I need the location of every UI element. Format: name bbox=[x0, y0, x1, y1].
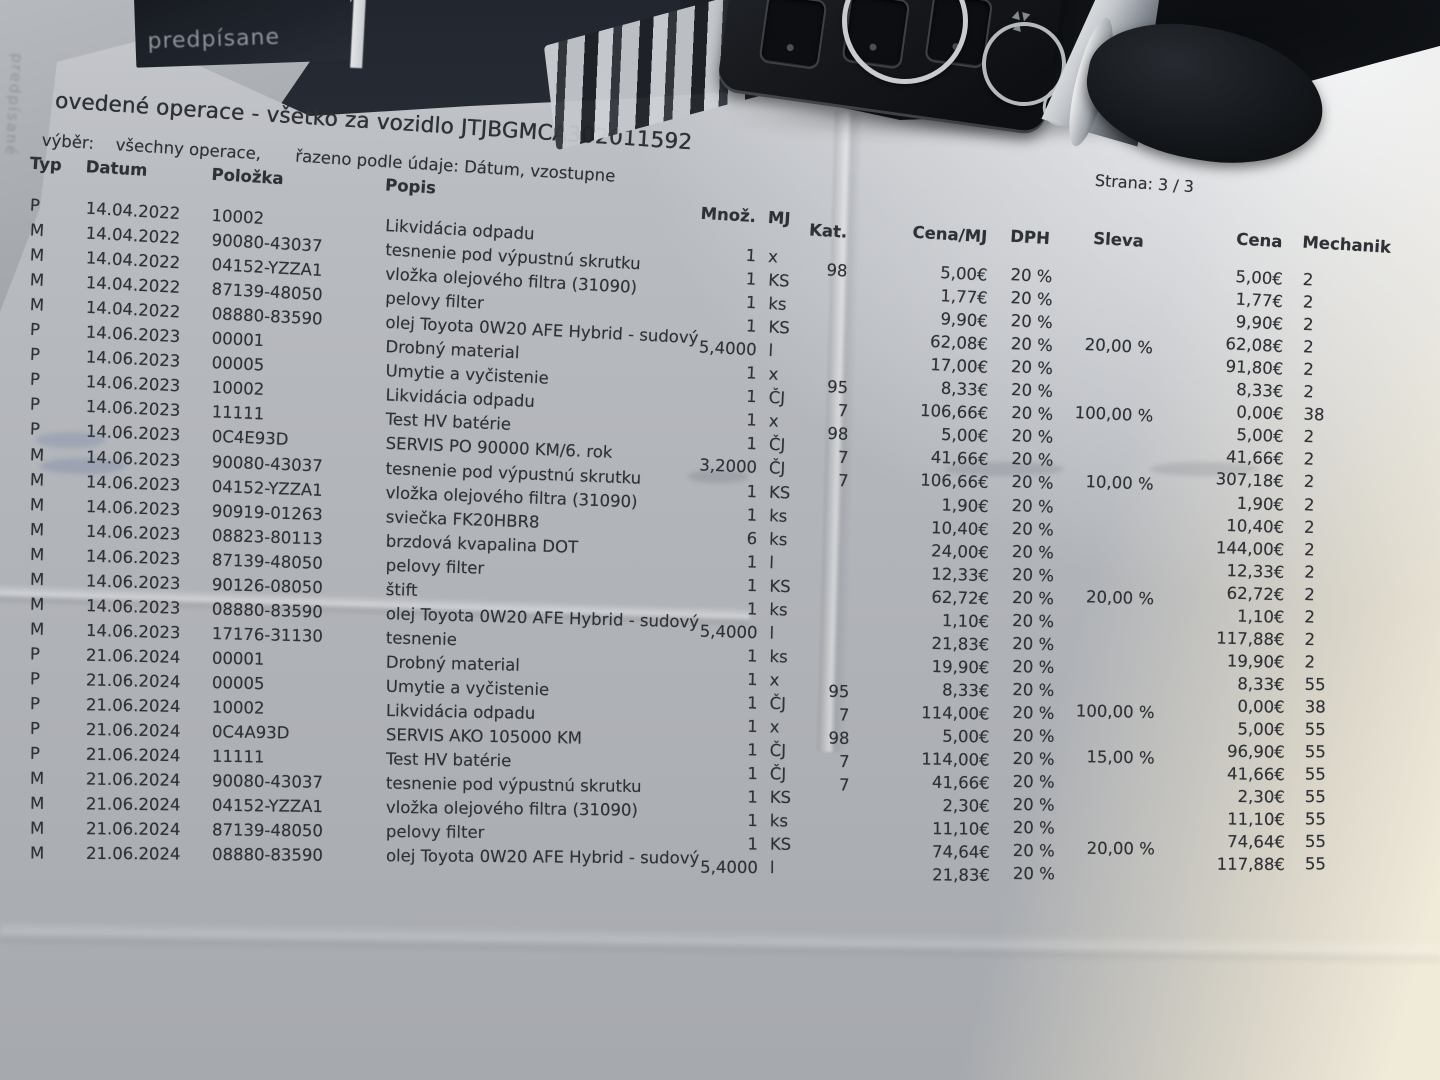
cell-typ: P bbox=[29, 195, 41, 216]
cell-polozka: 17176-31130 bbox=[211, 623, 324, 646]
cell-typ: M bbox=[29, 818, 45, 838]
cell-typ: M bbox=[29, 519, 45, 540]
ink-smudge bbox=[688, 470, 748, 483]
cell-typ: M bbox=[29, 220, 45, 241]
ink-smudge bbox=[40, 458, 126, 474]
cell-typ: P bbox=[29, 644, 41, 664]
cell-datum: 14.06.2023 bbox=[85, 571, 181, 593]
cell-polozka: 04152-YZZA1 bbox=[211, 795, 324, 817]
cell-mnoz: 5,4000 bbox=[700, 857, 758, 878]
cell-sleva bbox=[1035, 859, 1155, 884]
ink-smudge bbox=[944, 462, 1064, 476]
cell-mechanik: 55 bbox=[1304, 854, 1327, 874]
cell-datum: 21.06.2024 bbox=[85, 695, 181, 717]
ink-smudge bbox=[36, 432, 106, 448]
cell-typ: M bbox=[29, 619, 45, 639]
col-header-dph: DPH bbox=[1009, 226, 1051, 249]
cell-datum: 21.06.2024 bbox=[85, 769, 181, 790]
cell-datum: 14.06.2023 bbox=[85, 496, 181, 519]
col-header-sleva: Sleva bbox=[1092, 228, 1145, 251]
cell-datum: 21.06.2024 bbox=[85, 819, 181, 840]
cell-polozka: 00005 bbox=[211, 673, 265, 694]
cell-typ: M bbox=[29, 245, 45, 266]
cell-polozka: 00001 bbox=[211, 648, 265, 669]
cell-datum: 14.06.2023 bbox=[85, 422, 181, 445]
cell-kat bbox=[780, 867, 850, 892]
cell-typ: M bbox=[29, 270, 45, 290]
cell-datum: 14.06.2023 bbox=[85, 595, 181, 618]
cell-typ: P bbox=[29, 370, 41, 390]
cell-typ: M bbox=[29, 768, 45, 789]
cell-typ: M bbox=[29, 569, 45, 589]
cell-datum: 14.06.2023 bbox=[85, 446, 181, 470]
cell-polozka: 90080-43037 bbox=[211, 771, 324, 792]
cell-typ: M bbox=[29, 544, 45, 564]
cell-typ: P bbox=[29, 744, 41, 764]
col-header-cena: Cena bbox=[1235, 229, 1284, 252]
cell-datum: 21.06.2024 bbox=[85, 670, 181, 692]
cell-typ: P bbox=[29, 345, 41, 365]
cell-polozka: 11111 bbox=[211, 746, 265, 767]
cell-typ: M bbox=[29, 494, 45, 515]
cell-typ: P bbox=[29, 719, 41, 739]
cell-typ: P bbox=[29, 669, 41, 689]
cell-typ: M bbox=[29, 843, 45, 863]
cell-polozka: 08880-83590 bbox=[211, 845, 324, 866]
cell-datum: 14.06.2023 bbox=[85, 546, 181, 569]
cell-polozka: 0C4A93D bbox=[211, 722, 290, 743]
col-header-typ: Typ bbox=[29, 153, 63, 175]
cell-datum: 21.06.2024 bbox=[85, 720, 181, 741]
cell-typ: P bbox=[29, 694, 41, 714]
cell-datum: 14.06.2023 bbox=[85, 620, 181, 643]
cell-datum: 21.06.2024 bbox=[85, 744, 181, 766]
cell-typ: M bbox=[29, 793, 45, 814]
filter-label: výběr: bbox=[41, 130, 95, 153]
cell-typ: P bbox=[29, 419, 41, 440]
cell-typ: M bbox=[29, 594, 45, 614]
cell-typ: M bbox=[29, 469, 45, 490]
cell-datum: 21.06.2024 bbox=[85, 645, 181, 667]
cell-datum: 14.06.2023 bbox=[85, 521, 181, 544]
cell-polozka: 08880-83590 bbox=[211, 599, 324, 622]
col-header-mechanik: Mechanik bbox=[1301, 232, 1392, 257]
cell-datum: 14.06.2023 bbox=[85, 471, 181, 495]
cell-typ: P bbox=[29, 394, 41, 415]
cell-cena: 117,88€ bbox=[1216, 854, 1286, 875]
cell-datum: 21.06.2024 bbox=[85, 844, 181, 864]
cell-typ: M bbox=[29, 295, 45, 315]
cell-datum: 21.06.2024 bbox=[85, 794, 181, 815]
cell-cena_mj: 21,83€ bbox=[932, 865, 990, 886]
cell-polozka: 87139-48050 bbox=[211, 820, 324, 841]
cell-typ: P bbox=[29, 320, 41, 340]
ink-smudge bbox=[1150, 462, 1260, 476]
cell-polozka: 10002 bbox=[211, 697, 265, 718]
cell-typ: M bbox=[29, 444, 45, 465]
